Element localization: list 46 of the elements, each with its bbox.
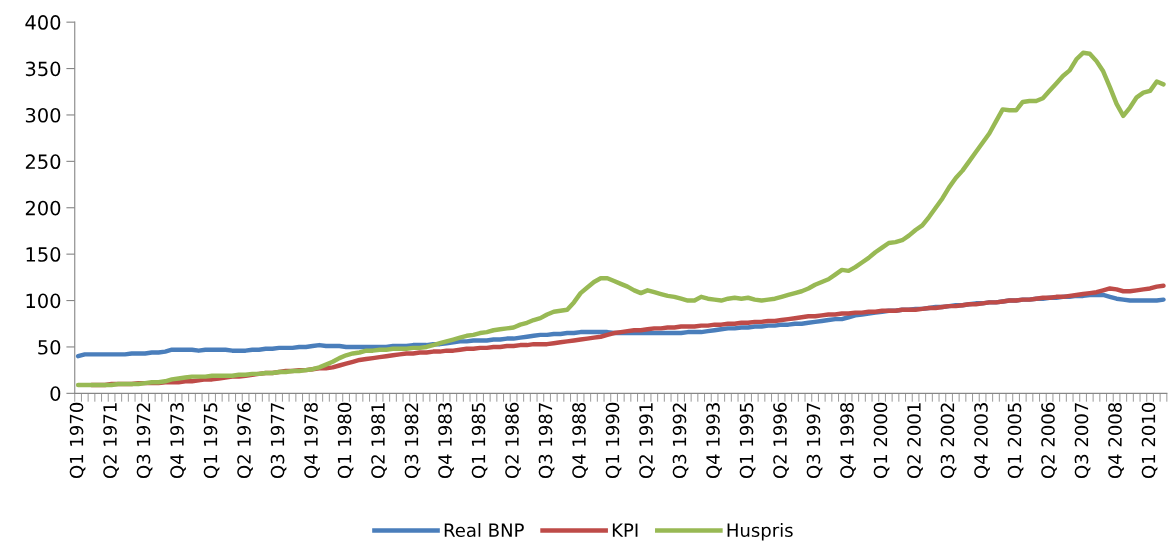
- x-tick-label: Q1 1975: [203, 403, 220, 479]
- x-tick-label: Q3 1992: [672, 403, 689, 479]
- y-tick-label: 400: [25, 15, 61, 30]
- x-tick-label: Q1 1990: [605, 402, 622, 479]
- legend-label: KPI: [612, 523, 638, 537]
- x-tick-label: Q2 1971: [103, 403, 119, 479]
- x-tick-label: Q1 2005: [1007, 403, 1024, 479]
- line-series: [75, 50, 1166, 388]
- y-tick-label: 250: [25, 154, 61, 170]
- x-tick-label: Q1 1995: [739, 403, 756, 479]
- x-tick-label: Q3 1997: [806, 403, 823, 479]
- y-tick-label: 150: [26, 247, 61, 262]
- x-tick-label: Q4 1993: [706, 403, 722, 479]
- x-tick-label: Q1 1985: [471, 403, 488, 479]
- x-tick-label: Q1 1980: [337, 402, 354, 479]
- y-tick-label: 300: [25, 107, 61, 123]
- x-tick-label: Q3 2007: [1074, 403, 1091, 479]
- x-tick-label: Q4 2008: [1108, 402, 1124, 479]
- y-tick-label: 0: [50, 386, 61, 401]
- x-tick-label: Q4 2003: [974, 403, 990, 479]
- y-tick-label: 200: [25, 200, 61, 216]
- y-tick-label: 350: [25, 61, 61, 77]
- x-tick-label: Q4 1983: [438, 403, 454, 479]
- legend-label: Real BNP: [444, 523, 524, 538]
- x-tick-label: Q3 1982: [404, 403, 421, 479]
- x-tick-label: Q2 1976: [237, 402, 253, 479]
- x-tick-label: Q1 2010: [1141, 402, 1158, 479]
- y-tick-label: 50: [38, 339, 61, 355]
- y-tick-label: 100: [26, 293, 61, 309]
- x-tick-label: Q2 1986: [505, 402, 521, 479]
- x-tick-label: Q1 1970: [69, 402, 86, 479]
- x-tick-label: Q4 1998: [840, 402, 856, 479]
- x-tick-label: Q1 2000: [873, 402, 890, 479]
- x-tick-label: Q4 1973: [170, 403, 186, 479]
- x-tick-label: Q3 1987: [538, 403, 555, 479]
- x-tick-label: Q3 2002: [940, 403, 957, 479]
- x-tick-label: Q2 1996: [773, 402, 789, 479]
- x-tick-label: Q3 1972: [136, 403, 153, 479]
- x-tick-label: Q4 1988: [572, 402, 588, 479]
- x-tick-label: Q3 1977: [270, 403, 287, 479]
- x-tick-label: Q2 1981: [371, 403, 387, 479]
- x-tick-label: Q2 2001: [907, 403, 923, 479]
- x-tick-label: Q4 1978: [304, 402, 320, 479]
- x-tick-label: Q2 2006: [1041, 402, 1057, 479]
- legend-label: Huspris: [727, 523, 793, 541]
- x-tick-label: Q2 1991: [639, 403, 655, 479]
